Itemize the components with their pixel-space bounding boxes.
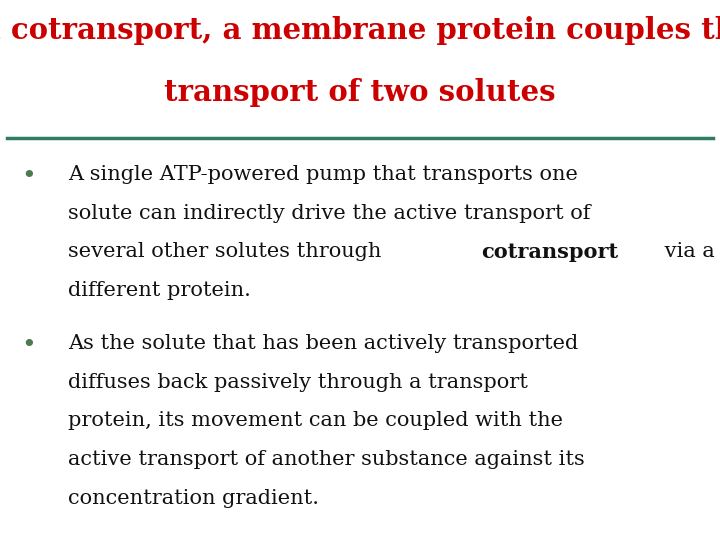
Text: solute can indirectly drive the active transport of: solute can indirectly drive the active t…	[68, 204, 591, 222]
Text: •: •	[22, 165, 36, 188]
Text: several other solutes through: several other solutes through	[68, 242, 388, 261]
Text: different protein.: different protein.	[68, 281, 251, 300]
Text: active transport of another substance against its: active transport of another substance ag…	[68, 450, 585, 469]
Text: cotransport: cotransport	[481, 242, 618, 262]
Text: transport of two solutes: transport of two solutes	[164, 78, 556, 107]
Text: via a: via a	[658, 242, 715, 261]
Text: concentration gradient.: concentration gradient.	[68, 489, 320, 508]
Text: As the solute that has been actively transported: As the solute that has been actively tra…	[68, 334, 579, 353]
Text: diffuses back passively through a transport: diffuses back passively through a transp…	[68, 373, 528, 392]
Text: •: •	[22, 334, 36, 357]
Text: protein, its movement can be coupled with the: protein, its movement can be coupled wit…	[68, 411, 563, 430]
Text: A single ATP-powered pump that transports one: A single ATP-powered pump that transport…	[68, 165, 578, 184]
Text: In cotransport, a membrane protein couples the: In cotransport, a membrane protein coupl…	[0, 16, 720, 45]
